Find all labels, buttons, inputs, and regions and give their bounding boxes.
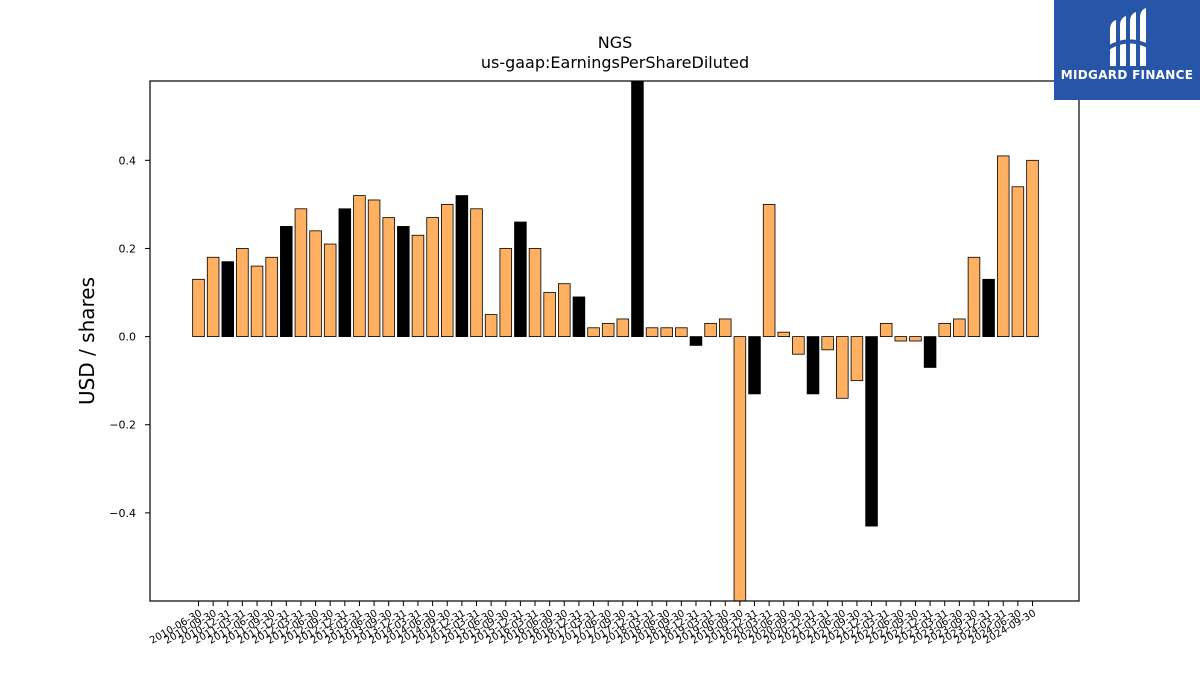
bar-2012-06-30 [309, 230, 322, 337]
bar-2022-03-31 [879, 322, 893, 337]
bar-2013-09-30 [382, 217, 395, 337]
bar-2020-03-31 [762, 203, 776, 337]
bar-2015-09-30 [499, 248, 513, 338]
bar-2015-12-31 [514, 221, 527, 338]
midgard-m-logo-icon [1106, 8, 1149, 66]
plot-frame [149, 80, 1080, 602]
bar-2016-03-31 [528, 248, 542, 338]
y-tick-label: 0.4 [119, 154, 137, 167]
bar-2018-12-31 [689, 336, 703, 346]
y-tick-label: 0.0 [119, 331, 137, 344]
midgard-finance-logo: MIDGARD FINANCE [1054, 0, 1200, 100]
bar-2020-09-30 [792, 336, 805, 355]
bar-2021-03-31 [821, 336, 834, 351]
bar-2016-12-31 [572, 296, 586, 337]
bar-2023-12-31 [982, 278, 995, 337]
chart-subtitle: us-gaap:EarningsPerShareDiluted [481, 53, 749, 72]
bar-2010-09-30 [206, 256, 220, 337]
bar-2018-09-30 [675, 327, 688, 337]
bar-2016-06-30 [543, 292, 556, 337]
x-axis-ticks: 2010-06-302010-09-302010-12-312011-03-31… [148, 601, 1038, 647]
bar-2021-09-30 [850, 336, 864, 382]
bar-2023-09-30 [967, 256, 981, 337]
bar-2010-06-30 [192, 278, 205, 337]
bar-2017-09-30 [616, 318, 630, 338]
bar-2020-12-31 [806, 336, 820, 395]
bar-2012-03-31 [294, 208, 308, 338]
bar-2024-03-31 [996, 155, 1010, 337]
bar-2023-06-30 [953, 318, 966, 338]
bar-2014-12-31 [455, 195, 469, 338]
bar-2024-06-30 [1011, 186, 1025, 337]
bar-2014-09-30 [440, 203, 454, 337]
bar-2019-12-31 [748, 336, 761, 395]
bar-2015-03-31 [470, 208, 483, 338]
bar-2016-09-30 [558, 283, 571, 337]
bar-2018-03-31 [645, 327, 659, 337]
chart-title: NGS [598, 33, 633, 52]
bar-2017-03-31 [587, 327, 600, 337]
bar-2018-06-30 [660, 327, 673, 337]
bar-2021-12-31 [865, 336, 878, 527]
bar-2013-12-31 [397, 226, 410, 337]
bar-2017-06-30 [601, 322, 615, 337]
logo-text: MIDGARD FINANCE [1060, 68, 1194, 82]
y-axis-ticks: −0.4 −0.2 0.0 0.2 0.4 [109, 154, 150, 520]
bar-2014-03-31 [411, 234, 425, 338]
bar-2019-06-30 [718, 318, 732, 338]
bar-2022-09-30 [909, 336, 922, 342]
bar-2017-12-31 [631, 80, 644, 337]
bar-2019-09-30 [733, 336, 747, 602]
bar-2011-03-31 [236, 248, 249, 338]
bar-2012-12-31 [338, 208, 352, 338]
bar-2012-09-30 [323, 243, 337, 337]
bar-2020-06-30 [777, 331, 791, 338]
bar-2023-03-31 [938, 322, 951, 337]
bar-2013-06-30 [367, 199, 381, 337]
bar-2011-06-30 [250, 265, 264, 337]
y-tick-label: 0.2 [119, 242, 137, 255]
bar-2022-12-31 [923, 336, 937, 368]
bar-2011-09-30 [265, 256, 278, 337]
bars-group [192, 80, 1039, 602]
bar-2024-09-30 [1026, 159, 1039, 337]
bar-2021-06-30 [836, 336, 849, 399]
y-tick-label: −0.2 [109, 419, 136, 432]
bar-2014-06-30 [426, 217, 439, 337]
bar-2022-06-30 [894, 336, 908, 342]
y-tick-label: −0.4 [109, 507, 136, 520]
bar-2010-12-31 [221, 261, 235, 337]
bar-2013-03-31 [353, 195, 366, 338]
bar-2019-03-31 [704, 322, 717, 337]
bar-2011-12-31 [280, 226, 293, 337]
y-axis-label: USD / shares [75, 277, 99, 405]
bar-2015-06-30 [484, 314, 498, 337]
